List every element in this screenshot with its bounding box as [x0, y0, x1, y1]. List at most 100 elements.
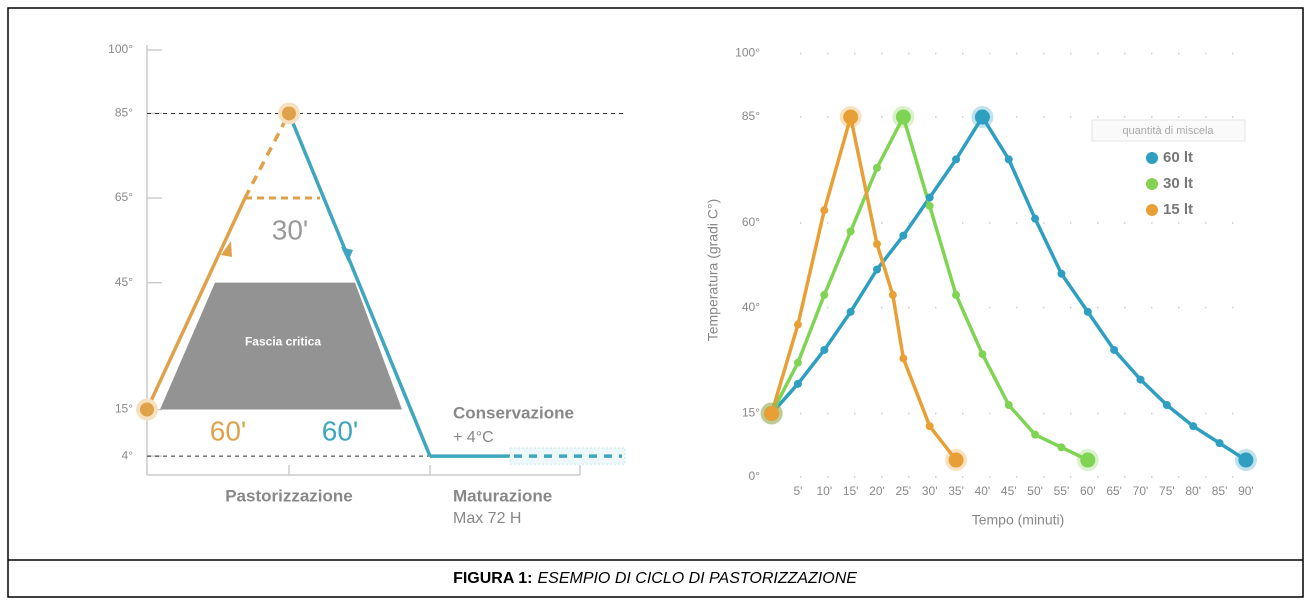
point [820, 345, 829, 354]
frame [7, 7, 1304, 598]
legend-swatch [1146, 204, 1158, 216]
point [873, 240, 881, 249]
point [873, 265, 881, 274]
point [843, 109, 859, 125]
point [1110, 345, 1119, 354]
point [1057, 269, 1066, 278]
x-tick-label: 35' [948, 484, 964, 498]
critical-band-label: Fascia critica [245, 334, 321, 348]
y-tick-label: 0° [749, 469, 761, 483]
point [764, 405, 780, 421]
storage-temperature: + 4°C [453, 429, 494, 446]
x-tick-label: 65' [1106, 484, 1122, 498]
point [925, 193, 934, 202]
point [793, 358, 802, 367]
x-tick-label: 85' [1212, 484, 1228, 498]
y-tick-label: 100° [735, 46, 760, 60]
y-tick-label: 65° [115, 190, 133, 204]
y-axis-label: Temperatura (gradi C°) [705, 199, 721, 342]
x-tick-label: 5' [793, 484, 802, 498]
storage-label: Conservazione [453, 403, 574, 422]
point [140, 402, 154, 417]
y-tick-label: 100° [108, 42, 133, 56]
duration-label: 30' [272, 214, 309, 245]
y-tick-label: 4° [122, 448, 134, 462]
point [1238, 452, 1254, 468]
point [952, 290, 961, 299]
point [895, 109, 911, 125]
point [1083, 307, 1092, 316]
point [974, 109, 990, 125]
legend-swatch [1146, 178, 1158, 190]
y-tick-label: 45° [115, 275, 133, 289]
caption: FIGURA 1: ESEMPIO DI CICLO DI PASTORIZZAZ… [453, 570, 857, 587]
x-tick-label: 55' [1054, 484, 1070, 498]
x-tick-label: 15' [843, 484, 859, 498]
duration-label: 60' [322, 415, 359, 446]
y-tick-label: 15° [742, 406, 760, 420]
y-tick-label: 85° [742, 109, 760, 123]
point [1031, 214, 1040, 223]
point [1136, 375, 1145, 384]
point [899, 231, 908, 240]
point [282, 106, 296, 121]
x-tick-label: 90' [1238, 484, 1254, 498]
point [1004, 155, 1013, 164]
legend-label: 30 lt [1163, 175, 1193, 192]
x-tick-label: 30' [922, 484, 938, 498]
phase-note: Max 72 H [453, 510, 521, 527]
y-tick-label: 15° [115, 402, 133, 416]
point [899, 354, 908, 363]
phase-label: Pastorizzazione [225, 486, 353, 505]
y-tick-label: 60° [742, 215, 760, 229]
point [873, 163, 881, 172]
x-tick-label: 75' [1159, 484, 1175, 498]
legend-label: 60 lt [1163, 149, 1193, 166]
point [793, 320, 802, 329]
x-tick-label: 60' [1080, 484, 1096, 498]
point [1162, 401, 1171, 410]
point [1057, 443, 1066, 452]
x-tick-label: 50' [1027, 484, 1043, 498]
storage-box [509, 447, 626, 465]
point [952, 155, 961, 164]
legend-title-box [1091, 119, 1246, 142]
point [1189, 422, 1198, 431]
point [978, 350, 987, 359]
arrow [221, 241, 232, 257]
x-axis-label: Tempo (minuti) [972, 512, 1065, 528]
point [925, 201, 934, 210]
point [1031, 430, 1040, 439]
point [846, 227, 855, 236]
arrow [341, 247, 353, 262]
duration-label: 60' [210, 415, 247, 446]
caption-text: ESEMPIO DI CICLO DI PASTORIZZAZIONE [537, 570, 857, 587]
legend-swatch [1146, 152, 1158, 164]
series-line [770, 112, 1089, 462]
point [925, 422, 934, 431]
x-tick-label: 10' [816, 484, 832, 498]
x-tick-label: 25' [896, 484, 912, 498]
point [948, 452, 964, 468]
x-tick-label: 70' [1133, 484, 1149, 498]
x-tick-label: 45' [1001, 484, 1017, 498]
x-tick-label: 40' [975, 484, 991, 498]
series-line [243, 112, 291, 199]
y-tick-label: 85° [115, 106, 133, 120]
point [1004, 401, 1013, 410]
point [793, 379, 802, 388]
phase-label: Maturazione [453, 486, 552, 505]
critical-band [160, 282, 402, 410]
legend-label: 15 lt [1163, 201, 1193, 218]
x-tick-label: 20' [869, 484, 885, 498]
point [820, 290, 829, 299]
series-line [287, 112, 432, 457]
caption-label: FIGURA 1: [453, 570, 532, 587]
point [1080, 452, 1096, 468]
point [1215, 439, 1224, 448]
point [888, 290, 897, 299]
x-tick-label: 80' [1185, 484, 1201, 498]
point [846, 307, 855, 316]
